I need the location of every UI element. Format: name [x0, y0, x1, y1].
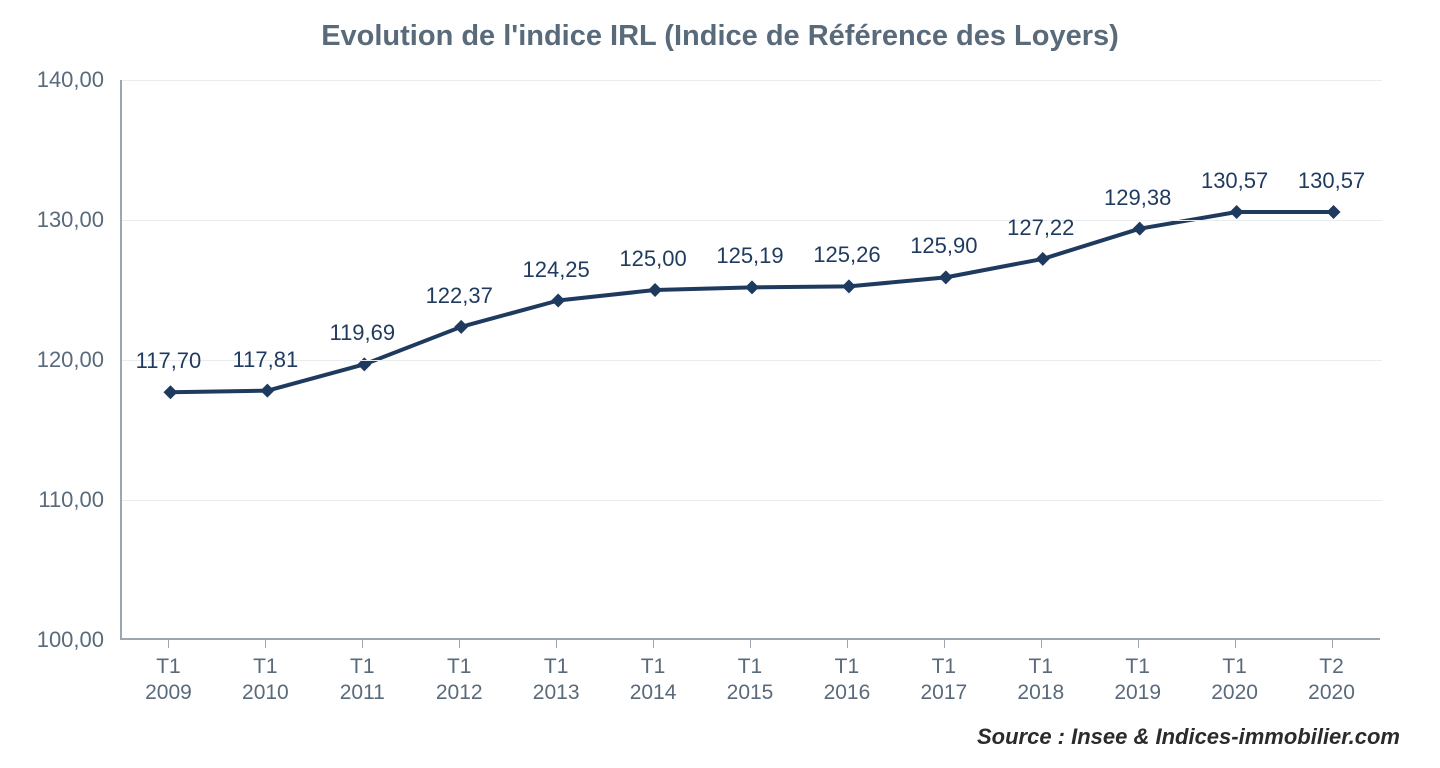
series-marker: [163, 385, 177, 399]
data-label: 125,90: [910, 233, 977, 259]
series-marker: [357, 357, 371, 371]
xtick-label: T12019: [1088, 654, 1188, 707]
chart-container: Evolution de l'indice IRL (Indice de Réf…: [0, 0, 1440, 768]
data-label: 122,37: [426, 283, 493, 309]
data-label: 125,26: [813, 242, 880, 268]
chart-title: Evolution de l'indice IRL (Indice de Réf…: [0, 20, 1440, 53]
xtick-label: T12011: [312, 654, 412, 707]
ytick-label: 130,00: [0, 207, 104, 233]
series-marker: [1133, 222, 1147, 236]
data-label: 117,81: [233, 347, 299, 373]
data-label: 124,25: [522, 257, 589, 283]
gridline: [122, 500, 1382, 501]
series-marker: [939, 270, 953, 284]
data-label: 117,70: [136, 348, 202, 374]
xtick-label: T12017: [894, 654, 994, 707]
series-path: [170, 212, 1333, 392]
ytick-label: 120,00: [0, 347, 104, 373]
xtick-mark: [168, 640, 169, 648]
series-line: [122, 80, 1382, 640]
xtick-label: T12014: [603, 654, 703, 707]
series-marker: [1036, 252, 1050, 266]
data-label: 130,57: [1298, 168, 1365, 194]
xtick-mark: [1138, 640, 1139, 648]
gridline: [122, 80, 1382, 81]
xtick-mark: [750, 640, 751, 648]
xtick-label: T12012: [409, 654, 509, 707]
data-label: 125,00: [619, 246, 686, 272]
gridline: [122, 360, 1382, 361]
ytick-label: 140,00: [0, 67, 104, 93]
series-marker: [745, 280, 759, 294]
xtick-mark: [1332, 640, 1333, 648]
series-marker: [648, 283, 662, 297]
xtick-mark: [556, 640, 557, 648]
xtick-label: T12016: [797, 654, 897, 707]
xtick-mark: [1235, 640, 1236, 648]
xtick-label: T12018: [991, 654, 1091, 707]
data-label: 130,57: [1201, 168, 1268, 194]
xtick-mark: [362, 640, 363, 648]
gridline: [122, 220, 1382, 221]
ytick-label: 100,00: [0, 627, 104, 653]
ytick-label: 110,00: [0, 487, 104, 513]
data-label: 129,38: [1104, 185, 1171, 211]
series-marker: [454, 320, 468, 334]
plot-area: [120, 80, 1380, 640]
data-label: 125,19: [716, 243, 783, 269]
xtick-label: T12013: [506, 654, 606, 707]
xtick-mark: [653, 640, 654, 648]
data-label: 127,22: [1007, 215, 1074, 241]
data-label: 119,69: [329, 320, 395, 346]
xtick-mark: [459, 640, 460, 648]
series-marker: [1327, 205, 1341, 219]
xtick-mark: [265, 640, 266, 648]
xtick-label: T12009: [118, 654, 218, 707]
series-marker: [260, 384, 274, 398]
series-marker: [842, 279, 856, 293]
xtick-label: T12015: [700, 654, 800, 707]
source-note: Source : Insee & Indices-immobilier.com: [977, 724, 1400, 750]
series-marker: [551, 294, 565, 308]
xtick-mark: [944, 640, 945, 648]
xtick-mark: [1041, 640, 1042, 648]
xtick-mark: [847, 640, 848, 648]
xtick-label: T12020: [1185, 654, 1285, 707]
xtick-label: T12010: [215, 654, 315, 707]
xtick-label: T22020: [1282, 654, 1382, 707]
series-marker: [1230, 205, 1244, 219]
